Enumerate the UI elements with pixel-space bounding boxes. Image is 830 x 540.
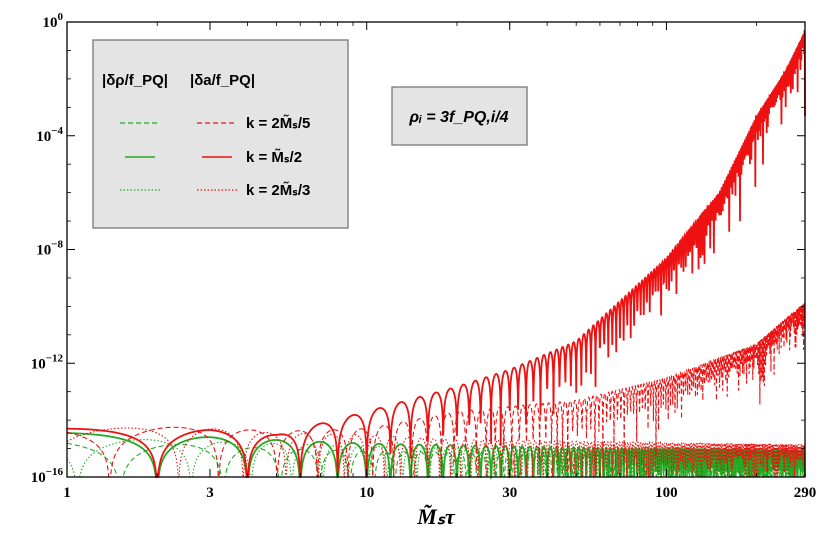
legend-header-drho: |δρ/f_PQ| — [102, 72, 168, 89]
series-line-5 — [66, 427, 806, 479]
y-tick-label: 10−12 — [31, 352, 64, 372]
legend-label-k-2-3: k = 2M̃ₛ/3 — [246, 181, 310, 199]
y-tick-label: 100 — [43, 11, 64, 31]
x-tick-label: 3 — [206, 485, 214, 501]
legend-box — [92, 39, 349, 229]
legend-label-k-2-5: k = 2M̃ₛ/5 — [246, 114, 310, 132]
y-tick-label: 10−4 — [36, 125, 63, 145]
annotation: ρᵢ = 3f_PQ,i/4 — [391, 86, 528, 146]
series-line-4 — [67, 29, 806, 478]
y-axis: 10−16 10−12 10−8 10−4 100 — [31, 11, 805, 486]
x-axis: 1 3 10 30 100 290 — [63, 22, 816, 501]
x-tick-label: 30 — [502, 485, 517, 501]
legend-header-da: |δa/f_PQ| — [190, 72, 255, 89]
series-line-3 — [66, 302, 806, 479]
x-tick-label: 290 — [794, 485, 817, 501]
plot-curves — [66, 29, 806, 481]
x-tick-label: 10 — [359, 485, 374, 501]
x-axis-label: M̃ₛτ — [416, 504, 456, 529]
legend: |δρ/f_PQ| |δa/f_PQ| k = 2M̃ₛ/5 k = M̃ₛ/2… — [92, 39, 349, 229]
x-tick-label: 1 — [63, 485, 71, 501]
annotation-text: ρᵢ = 3f_PQ,i/4 — [408, 109, 508, 126]
legend-label-k-1-2: k = M̃ₛ/2 — [246, 148, 302, 166]
y-tick-label: 10−16 — [31, 466, 64, 486]
y-tick-label: 10−8 — [36, 239, 63, 259]
annotation-box — [391, 86, 528, 146]
x-tick-label: 100 — [655, 485, 678, 501]
